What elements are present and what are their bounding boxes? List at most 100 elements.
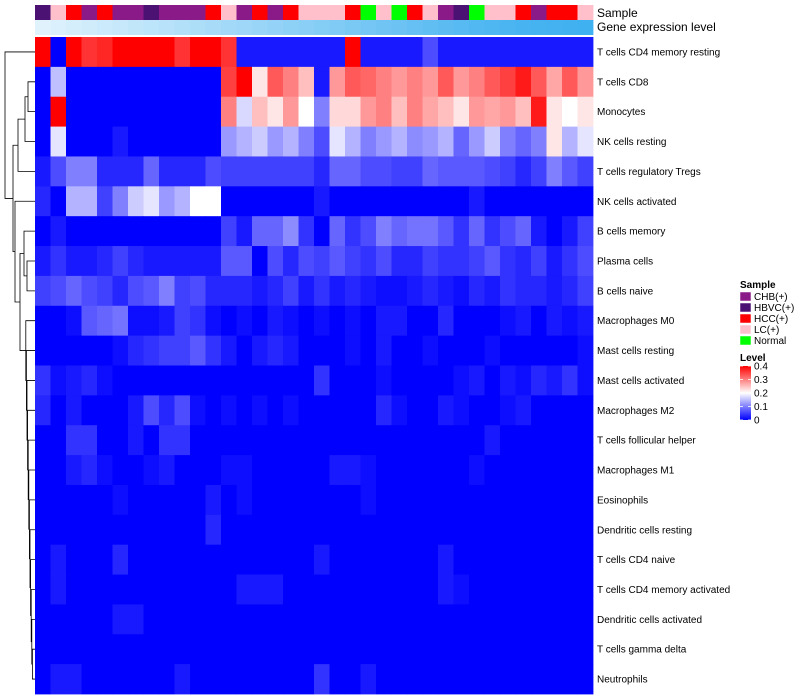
heatmap-cell [469,37,485,68]
sample-annotation-cell [205,5,222,20]
heatmap-cell [205,96,222,127]
heatmap-cell [376,544,392,575]
heatmap-cell [190,514,206,546]
sample-annotation-cell [345,5,361,20]
heatmap-cell [81,425,98,456]
heatmap-cell [298,156,315,187]
heatmap-cell [360,216,377,247]
heatmap-cell [298,305,315,337]
expression-annotation-cell [515,20,532,35]
heatmap-cell [531,216,547,247]
heatmap-cell [236,156,253,187]
heatmap-cell [562,514,578,546]
heatmap-cell [128,275,144,307]
heatmap-cell [50,335,67,366]
heatmap-cell [329,96,346,127]
heatmap-cell [267,66,284,98]
heatmap-cell [35,335,51,366]
heatmap-cell [190,275,206,307]
legend-level-label: 0.4 [754,362,768,373]
heatmap-cell [422,126,439,157]
expression-annotation-cell [500,20,516,35]
heatmap-cell [50,126,67,157]
sample-annotation-cell [577,5,594,20]
legend-level-label: 0.3 [754,375,768,386]
heatmap-cell [50,37,67,68]
heatmap-cell [283,425,299,456]
heatmap-cell [345,514,361,546]
heatmap-cell [407,365,423,396]
heatmap-cell [252,604,268,635]
heatmap-cell [190,664,206,695]
heatmap-cell [562,604,578,635]
heatmap-cell [500,156,516,187]
heatmap-cell [267,216,284,247]
heatmap-cell [128,156,144,187]
heatmap-cell [484,395,501,426]
legend-level-label: 0.2 [754,389,768,400]
heatmap-cell [252,455,268,486]
heatmap-cell [236,395,253,426]
heatmap-cell [438,664,454,695]
heatmap-cell [391,664,408,695]
heatmap-cell [236,455,253,486]
heatmap-cell [469,634,485,665]
heatmap-cell [50,664,67,695]
heatmap-cell [422,425,439,456]
sample-annotation-cell [515,5,532,20]
heatmap-cell [484,275,501,307]
heatmap-cell [143,96,160,127]
heatmap-cell [112,66,129,98]
row-labels: T cells CD4 memory resting T cells CD8 Mon… [597,47,730,685]
heatmap-cell [159,514,175,546]
heatmap-cell [97,126,113,157]
heatmap-cell [329,275,346,307]
dendrogram-branch [23,230,35,277]
heatmap-cell [283,664,299,695]
heatmap-cell [81,455,98,486]
expression-annotation-cell [66,20,82,35]
heatmap-cell [577,126,594,157]
heatmap-cell [97,156,113,187]
heatmap-cell [159,156,175,187]
heatmap-cell [314,305,330,337]
heatmap-cell [128,455,144,486]
heatmap-cell [329,126,346,157]
heatmap-cell [345,634,361,665]
heatmap-cell [376,66,392,98]
heatmap-cell [81,634,98,665]
heatmap-cell [283,66,299,98]
heatmap-cell [391,305,408,337]
heatmap-cell [81,37,98,68]
heatmap-cell [159,96,175,127]
heatmap-cell [407,484,423,516]
legend-sample-label: Normal [754,336,786,347]
heatmap-cell [391,126,408,157]
heatmap-cell [66,246,82,277]
sample-annotation-cell [469,5,485,20]
heatmap-cell [500,216,516,247]
heatmap-cell [562,275,578,307]
heatmap-cell [376,574,392,605]
heatmap-cell [267,365,284,396]
heatmap-cell [376,664,392,695]
heatmap-cell [360,484,377,516]
heatmap-cell [159,335,175,366]
heatmap-cell [577,484,594,516]
heatmap-cell [360,246,377,277]
heatmap-cell [515,544,532,575]
heatmap-cell [143,156,160,187]
heatmap-cell [546,664,563,695]
heatmap-cell [143,604,160,635]
heatmap-cell [50,96,67,127]
heatmap-cell [515,305,532,337]
heatmap-cell [50,604,67,635]
sample-annotation-cell [143,5,160,20]
heatmap-cell [546,544,563,575]
heatmap-cell [438,96,454,127]
expression-annotation-cell [236,20,253,35]
annotation-label-sample: Sample [597,6,638,20]
heatmap-cell [453,246,470,277]
heatmap-cell [329,514,346,546]
heatmap-cell [562,484,578,516]
